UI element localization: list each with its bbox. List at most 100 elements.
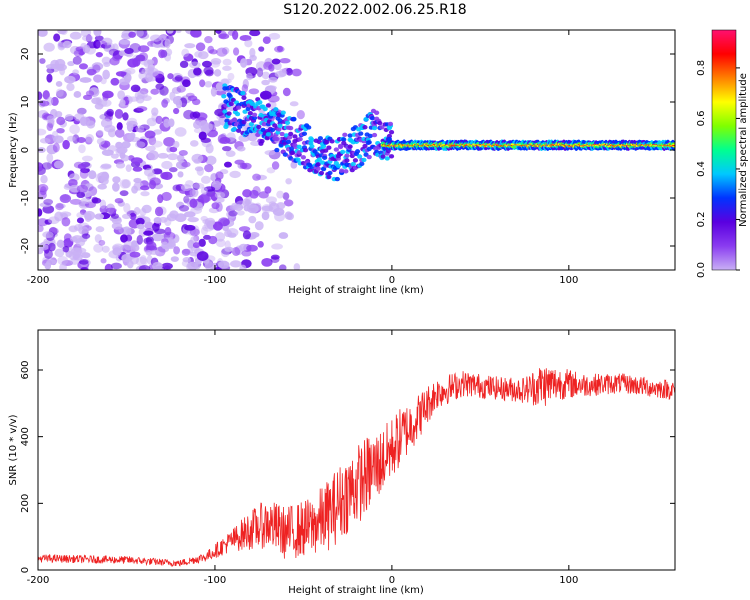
heatmap-cell bbox=[177, 171, 184, 178]
heatmap-x-axis-label: Height of straight line (km) bbox=[288, 285, 424, 296]
heatmap-cell bbox=[159, 85, 169, 96]
heatmap-cell bbox=[155, 115, 163, 125]
heatmap-cell bbox=[108, 48, 119, 56]
heatmap-cell bbox=[143, 168, 155, 177]
heatmap-cell bbox=[135, 94, 145, 104]
heatmap-cell bbox=[361, 157, 367, 163]
heatmap-cell bbox=[183, 211, 196, 218]
heatmap-cell bbox=[101, 56, 111, 65]
heatmap-cell bbox=[99, 199, 107, 209]
heatmap-cell bbox=[150, 88, 160, 95]
heatmap-cell bbox=[161, 99, 169, 108]
heatmap-cell bbox=[120, 154, 130, 162]
heatmap-cell bbox=[380, 154, 386, 159]
heatmap-cell bbox=[233, 47, 240, 56]
heatmap-cell bbox=[126, 122, 134, 132]
heatmap-cell bbox=[241, 84, 249, 93]
heatmap-cell bbox=[121, 179, 131, 189]
heatmap-cell bbox=[46, 144, 58, 155]
heatmap-cell bbox=[147, 150, 159, 161]
heatmap-cell bbox=[48, 242, 56, 252]
snr-series-line bbox=[38, 368, 675, 568]
heatmap-cell bbox=[80, 197, 91, 204]
heatmap-cell bbox=[234, 111, 241, 117]
heatmap-cell bbox=[284, 211, 293, 220]
heatmap-cell bbox=[129, 132, 136, 139]
heatmap-cell bbox=[301, 131, 308, 136]
heatmap-cell bbox=[123, 240, 134, 251]
heatmap-cell bbox=[66, 83, 75, 92]
heatmap-cell bbox=[174, 127, 187, 137]
heatmap-cell bbox=[112, 182, 120, 192]
heatmap-cell bbox=[40, 244, 50, 250]
heatmap-cell bbox=[94, 213, 105, 220]
heatmap-cell bbox=[164, 226, 172, 236]
heatmap-cell bbox=[147, 67, 159, 77]
heatmap-cell bbox=[121, 213, 132, 220]
heatmap-cell bbox=[277, 118, 283, 123]
heatmap-cell bbox=[70, 247, 83, 256]
heatmap-cell bbox=[306, 125, 312, 130]
heatmap-cell bbox=[282, 192, 290, 201]
heatmap-cell bbox=[81, 233, 91, 239]
heatmap-cell bbox=[61, 217, 71, 227]
heatmap-cell bbox=[169, 210, 179, 219]
heatmap-cell bbox=[56, 127, 65, 134]
heatmap-cell bbox=[115, 71, 127, 77]
heatmap-cell bbox=[236, 105, 242, 110]
heatmap-y-tick-label: 20 bbox=[20, 48, 31, 61]
heatmap-cell bbox=[81, 155, 93, 162]
heatmap-cell bbox=[145, 145, 156, 152]
heatmap-cell bbox=[203, 122, 213, 132]
heatmap-cell bbox=[246, 72, 253, 81]
heatmap-cell bbox=[354, 149, 361, 154]
heatmap-cell bbox=[125, 164, 132, 172]
heatmap-cell bbox=[137, 45, 150, 53]
heatmap-cell bbox=[152, 261, 163, 270]
heatmap-cell bbox=[136, 234, 143, 245]
heatmap-cell bbox=[221, 47, 230, 55]
heatmap-cell bbox=[199, 79, 206, 88]
heatmap-cell bbox=[133, 207, 141, 215]
chart-title: S120.2022.002.06.25.R18 bbox=[283, 2, 466, 18]
heatmap-cell bbox=[329, 139, 335, 144]
heatmap-cell bbox=[78, 226, 89, 235]
heatmap-cell bbox=[101, 245, 110, 253]
heatmap-cell bbox=[202, 60, 212, 68]
heatmap-cell bbox=[189, 198, 198, 209]
heatmap-cell bbox=[377, 120, 383, 126]
heatmap-cell bbox=[216, 47, 228, 57]
snr-x-tick-label: 100 bbox=[559, 575, 578, 586]
heatmap-cell bbox=[362, 143, 368, 149]
heatmap-cell bbox=[344, 153, 350, 158]
heatmap-cell bbox=[337, 144, 344, 150]
heatmap-cell bbox=[115, 128, 125, 138]
heatmap-cell bbox=[282, 87, 291, 97]
heatmap-cell bbox=[85, 90, 95, 97]
heatmap-cell bbox=[226, 111, 232, 116]
heatmap-cell bbox=[97, 183, 107, 190]
heatmap-cell bbox=[295, 157, 301, 162]
heatmap-cell bbox=[366, 140, 372, 145]
snr-frame bbox=[37, 329, 676, 571]
heatmap-cell bbox=[172, 184, 182, 192]
heatmap-cell bbox=[261, 79, 270, 86]
heatmap-cell bbox=[139, 208, 147, 217]
heatmap-cell bbox=[215, 171, 224, 180]
heatmap-cell bbox=[333, 147, 339, 152]
heatmap-cell bbox=[224, 229, 232, 238]
heatmap-cell bbox=[173, 246, 180, 255]
heatmap-cell bbox=[124, 67, 136, 75]
heatmap-cell bbox=[78, 63, 88, 70]
heatmap-cell bbox=[241, 250, 252, 257]
snr-x-axis-label: Height of straight line (km) bbox=[288, 585, 424, 596]
heatmap-cell bbox=[56, 116, 66, 126]
heatmap-cell bbox=[363, 116, 369, 122]
heatmap-cell bbox=[282, 152, 288, 157]
heatmap-cell bbox=[79, 168, 89, 179]
heatmap-cell bbox=[265, 132, 271, 137]
heatmap-cell bbox=[92, 64, 101, 73]
heatmap-cell bbox=[66, 135, 76, 142]
heatmap-cell bbox=[256, 67, 264, 78]
heatmap-cell bbox=[259, 138, 265, 144]
